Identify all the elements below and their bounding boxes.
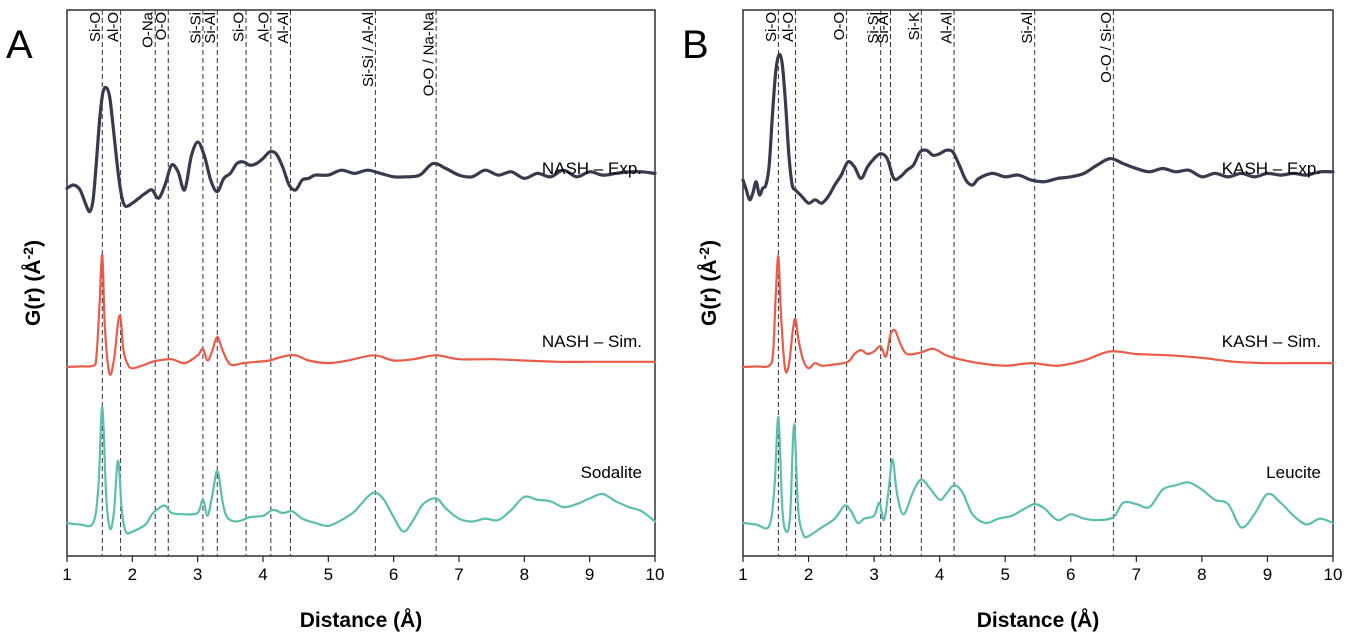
x-tick-label: 8 [520,565,529,584]
panel-letter: B [682,23,709,67]
sim-curve [65,254,657,376]
x-tick-label: 3 [869,565,878,584]
peak-label: O-O [831,12,848,40]
peak-label: Al-O [780,12,797,42]
peak-label: O-O [153,12,170,40]
peak-label: Si-Al [875,12,892,44]
series-label-reference: Sodalite [581,463,642,482]
peak-label: Al-Al [939,12,956,44]
x-tick-label: 4 [935,565,944,584]
x-axis-title: Distance (Å) [300,608,423,632]
peak-label: Si-Si / Al-Al [360,12,377,87]
x-tick-label: 8 [1197,565,1206,584]
x-tick-label: 9 [1263,565,1272,584]
reference-curve [65,405,657,535]
peak-label: Si-O [231,12,248,42]
x-tick-label: 5 [324,565,333,584]
sim-curve [741,255,1335,374]
x-tick-label: 4 [258,565,267,584]
x-tick-label: 1 [62,565,71,584]
y-axis-title-main: G(r) (Å [697,259,721,326]
x-tick-label: 3 [193,565,202,584]
plot-frame [742,9,1334,557]
x-tick-label: 9 [585,565,594,584]
exp-curve [741,52,1335,205]
exp-curve [65,85,657,214]
peak-label: O-O / Na-Na [421,11,438,96]
peak-label: O-O / Si-O [1098,12,1115,83]
series-label-sim: KASH – Sim. [1222,332,1321,351]
y-axis-title: G(r) (Å-2) [20,240,45,326]
peak-label: Si-Si [865,12,882,44]
y-axis-title-sup: -2 [696,247,712,260]
x-tick-label: 1 [738,565,747,584]
panel-letter: A [6,23,33,67]
peak-label: Si-Si [187,12,204,44]
x-tick-label: 2 [804,565,813,584]
x-tick-label: 5 [1000,565,1009,584]
x-tick-label: 7 [454,565,463,584]
plot-frame [66,9,656,557]
y-axis-title-close: ) [22,240,45,247]
peak-label: Si-Al [1019,12,1036,44]
peak-label: Si-O [87,12,104,42]
x-tick-label: 6 [389,565,398,584]
x-tick-label: 10 [1324,565,1343,584]
reference-curve [741,415,1335,539]
peak-label: O-Na [140,11,157,47]
peak-label: Si-O [763,12,780,42]
series-label-reference: Leucite [1266,463,1321,482]
y-axis-title-sup: -2 [20,247,36,260]
x-tick-label: 6 [1066,565,1075,584]
peak-label: Si-Al [202,12,219,44]
series-label-exp: NASH – Exp. [542,159,642,178]
x-tick-label: 7 [1132,565,1141,584]
x-tick-label: 2 [128,565,137,584]
y-axis-title-main: G(r) (Å [21,259,45,326]
x-axis-title: Distance (Å) [977,608,1100,632]
peak-label: Si-K [906,12,923,40]
series-label-exp: KASH – Exp. [1222,159,1321,178]
y-axis-title-close: ) [698,240,721,247]
peak-label: Al-O [255,12,272,42]
peak-label: Al-O [105,12,122,42]
series-label-sim: NASH – Sim. [542,332,642,351]
y-axis-title: G(r) (Å-2) [696,240,721,326]
peak-label: Al-Al [275,12,292,44]
x-tick-label: 10 [646,565,665,584]
